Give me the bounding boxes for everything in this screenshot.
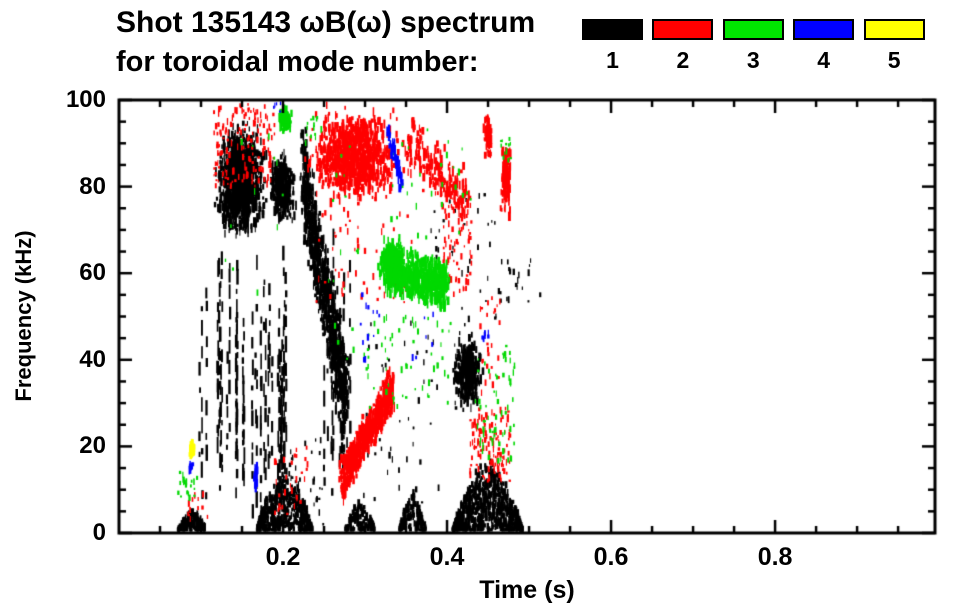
legend-label: 1: [606, 47, 619, 73]
legend-item: 5: [863, 19, 925, 73]
legend-label: 3: [746, 47, 760, 73]
x-tick-label: 0.2: [265, 543, 301, 571]
legend-swatch: [722, 19, 784, 40]
x-tick-label: 0.8: [757, 543, 793, 571]
legend-item: 3: [722, 19, 784, 73]
y-tick-label: 0: [92, 519, 106, 546]
y-tick-label: 60: [79, 259, 106, 287]
y-axis-title: Frequency (kHz): [11, 230, 36, 402]
legend-swatch: [582, 19, 643, 40]
chart-title-line1: Shot 135143 ωB(ω) spectrum: [116, 6, 536, 39]
legend-label: 4: [817, 47, 831, 73]
chart-title-line2: for toroidal mode number:: [116, 46, 479, 78]
legend-item: 2: [652, 19, 714, 73]
legend-label: 2: [676, 47, 690, 73]
y-tick-label: 80: [79, 172, 106, 200]
legend-swatch: [652, 19, 714, 40]
y-tick-label: 20: [79, 432, 106, 460]
x-tick-label: 0.4: [429, 543, 465, 571]
legend-swatch: [863, 19, 925, 40]
legend-label: 5: [887, 47, 901, 73]
legend-item: 1: [582, 19, 643, 72]
legend-item: 4: [793, 19, 855, 73]
x-axis-title: Time (s): [479, 576, 575, 604]
x-tick-label: 0.6: [593, 543, 629, 571]
y-tick-label: 40: [79, 345, 106, 373]
legend-swatch: [793, 19, 855, 40]
y-tick-label: 100: [65, 86, 106, 113]
